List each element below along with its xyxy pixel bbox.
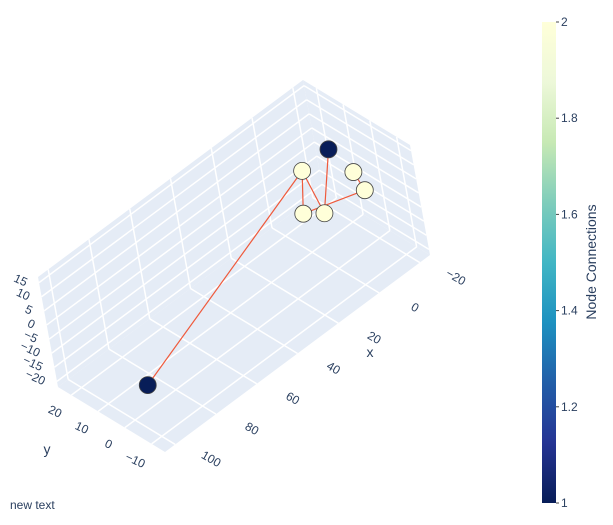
x-tick-label: 80: [243, 419, 262, 438]
grid-y-floor: [70, 197, 337, 396]
x-tick-label: 60: [283, 389, 302, 408]
y-tick-label: −10: [123, 450, 148, 471]
colorbar-tick-label: 1.4: [561, 304, 578, 318]
colorbar-tick-label: 1.2: [561, 400, 578, 414]
x-tick-label: 40: [324, 359, 343, 378]
grid-x-floor: [190, 287, 298, 355]
network-node[interactable]: [293, 161, 312, 180]
grid-x-back: [292, 87, 314, 198]
grid-z-back: [51, 155, 318, 354]
node-group: [138, 140, 374, 394]
x-tick-label: −20: [443, 266, 468, 288]
colorbar-tick-label: 2: [561, 15, 568, 29]
grid-z-side: [311, 127, 420, 194]
grid-z-side: [303, 85, 412, 152]
grid-z-back: [43, 113, 310, 312]
network-node[interactable]: [355, 181, 374, 200]
grid-x-floor: [230, 257, 339, 324]
z-tick-label: −5: [22, 327, 41, 346]
network-node[interactable]: [294, 204, 313, 223]
grid-z-back: [41, 99, 308, 298]
grid-x-floor: [108, 348, 217, 415]
colorbar-tick-label: 1.6: [561, 207, 578, 221]
grid-x-back: [47, 269, 69, 380]
grid-z-side: [321, 183, 430, 250]
grid-z-back: [56, 183, 323, 382]
grid-z-side: [319, 169, 427, 236]
network-node[interactable]: [138, 376, 157, 394]
annotation-text: new text: [10, 498, 55, 512]
colorbar-gradient: [542, 22, 556, 503]
grid-z-side: [308, 113, 417, 180]
grid-y-side: [369, 120, 391, 231]
z-tick-label: 15: [12, 271, 30, 289]
grid-x-back: [169, 178, 192, 289]
network-node[interactable]: [315, 204, 334, 223]
y-tick-label: 0: [103, 436, 115, 452]
y-tick-label: 10: [73, 419, 91, 437]
grid-x-floor: [149, 318, 258, 385]
grid-z-back: [48, 141, 315, 340]
grid-y-floor: [124, 230, 391, 429]
grid-x-back: [128, 208, 151, 319]
z-tick-label: 5: [23, 302, 35, 318]
grid-x-back: [88, 238, 110, 350]
x-tick-label: 20: [365, 328, 384, 347]
y-axis-title: y: [44, 441, 51, 457]
network-edge: [147, 170, 303, 386]
network-node[interactable]: [319, 140, 338, 159]
network-edge: [303, 189, 366, 215]
grid-x-back: [210, 148, 233, 259]
colorbar-tick-label: 1: [561, 496, 568, 510]
grid-z-back: [38, 85, 305, 284]
colorbar-title: Node Connections: [583, 204, 599, 319]
y-tick-label: 20: [46, 402, 64, 420]
grid-z-back: [46, 127, 313, 326]
colorbar: 1 1.2 1.4 1.6 1.8 2 Node Connections: [542, 15, 599, 510]
network-node[interactable]: [344, 163, 363, 181]
grid-z-back: [53, 169, 320, 368]
grid-x-floor: [271, 227, 380, 294]
grid-y-side: [395, 136, 418, 248]
network-edge: [323, 149, 330, 214]
scene-grid: [38, 85, 430, 446]
grid-y-floor: [151, 246, 418, 445]
x-axis-title: x: [367, 344, 374, 360]
z-tick-label: 10: [14, 285, 32, 303]
x-tick-label: 0: [409, 300, 422, 316]
grid-x-back: [251, 117, 273, 229]
x-tick-label: 100: [199, 448, 224, 470]
z-tick-label: −20: [23, 367, 48, 388]
side-pane: [303, 80, 430, 255]
grid-x-floor: [67, 378, 176, 446]
colorbar-tick-label: 1.8: [561, 111, 578, 125]
grid-z-side: [306, 99, 414, 166]
